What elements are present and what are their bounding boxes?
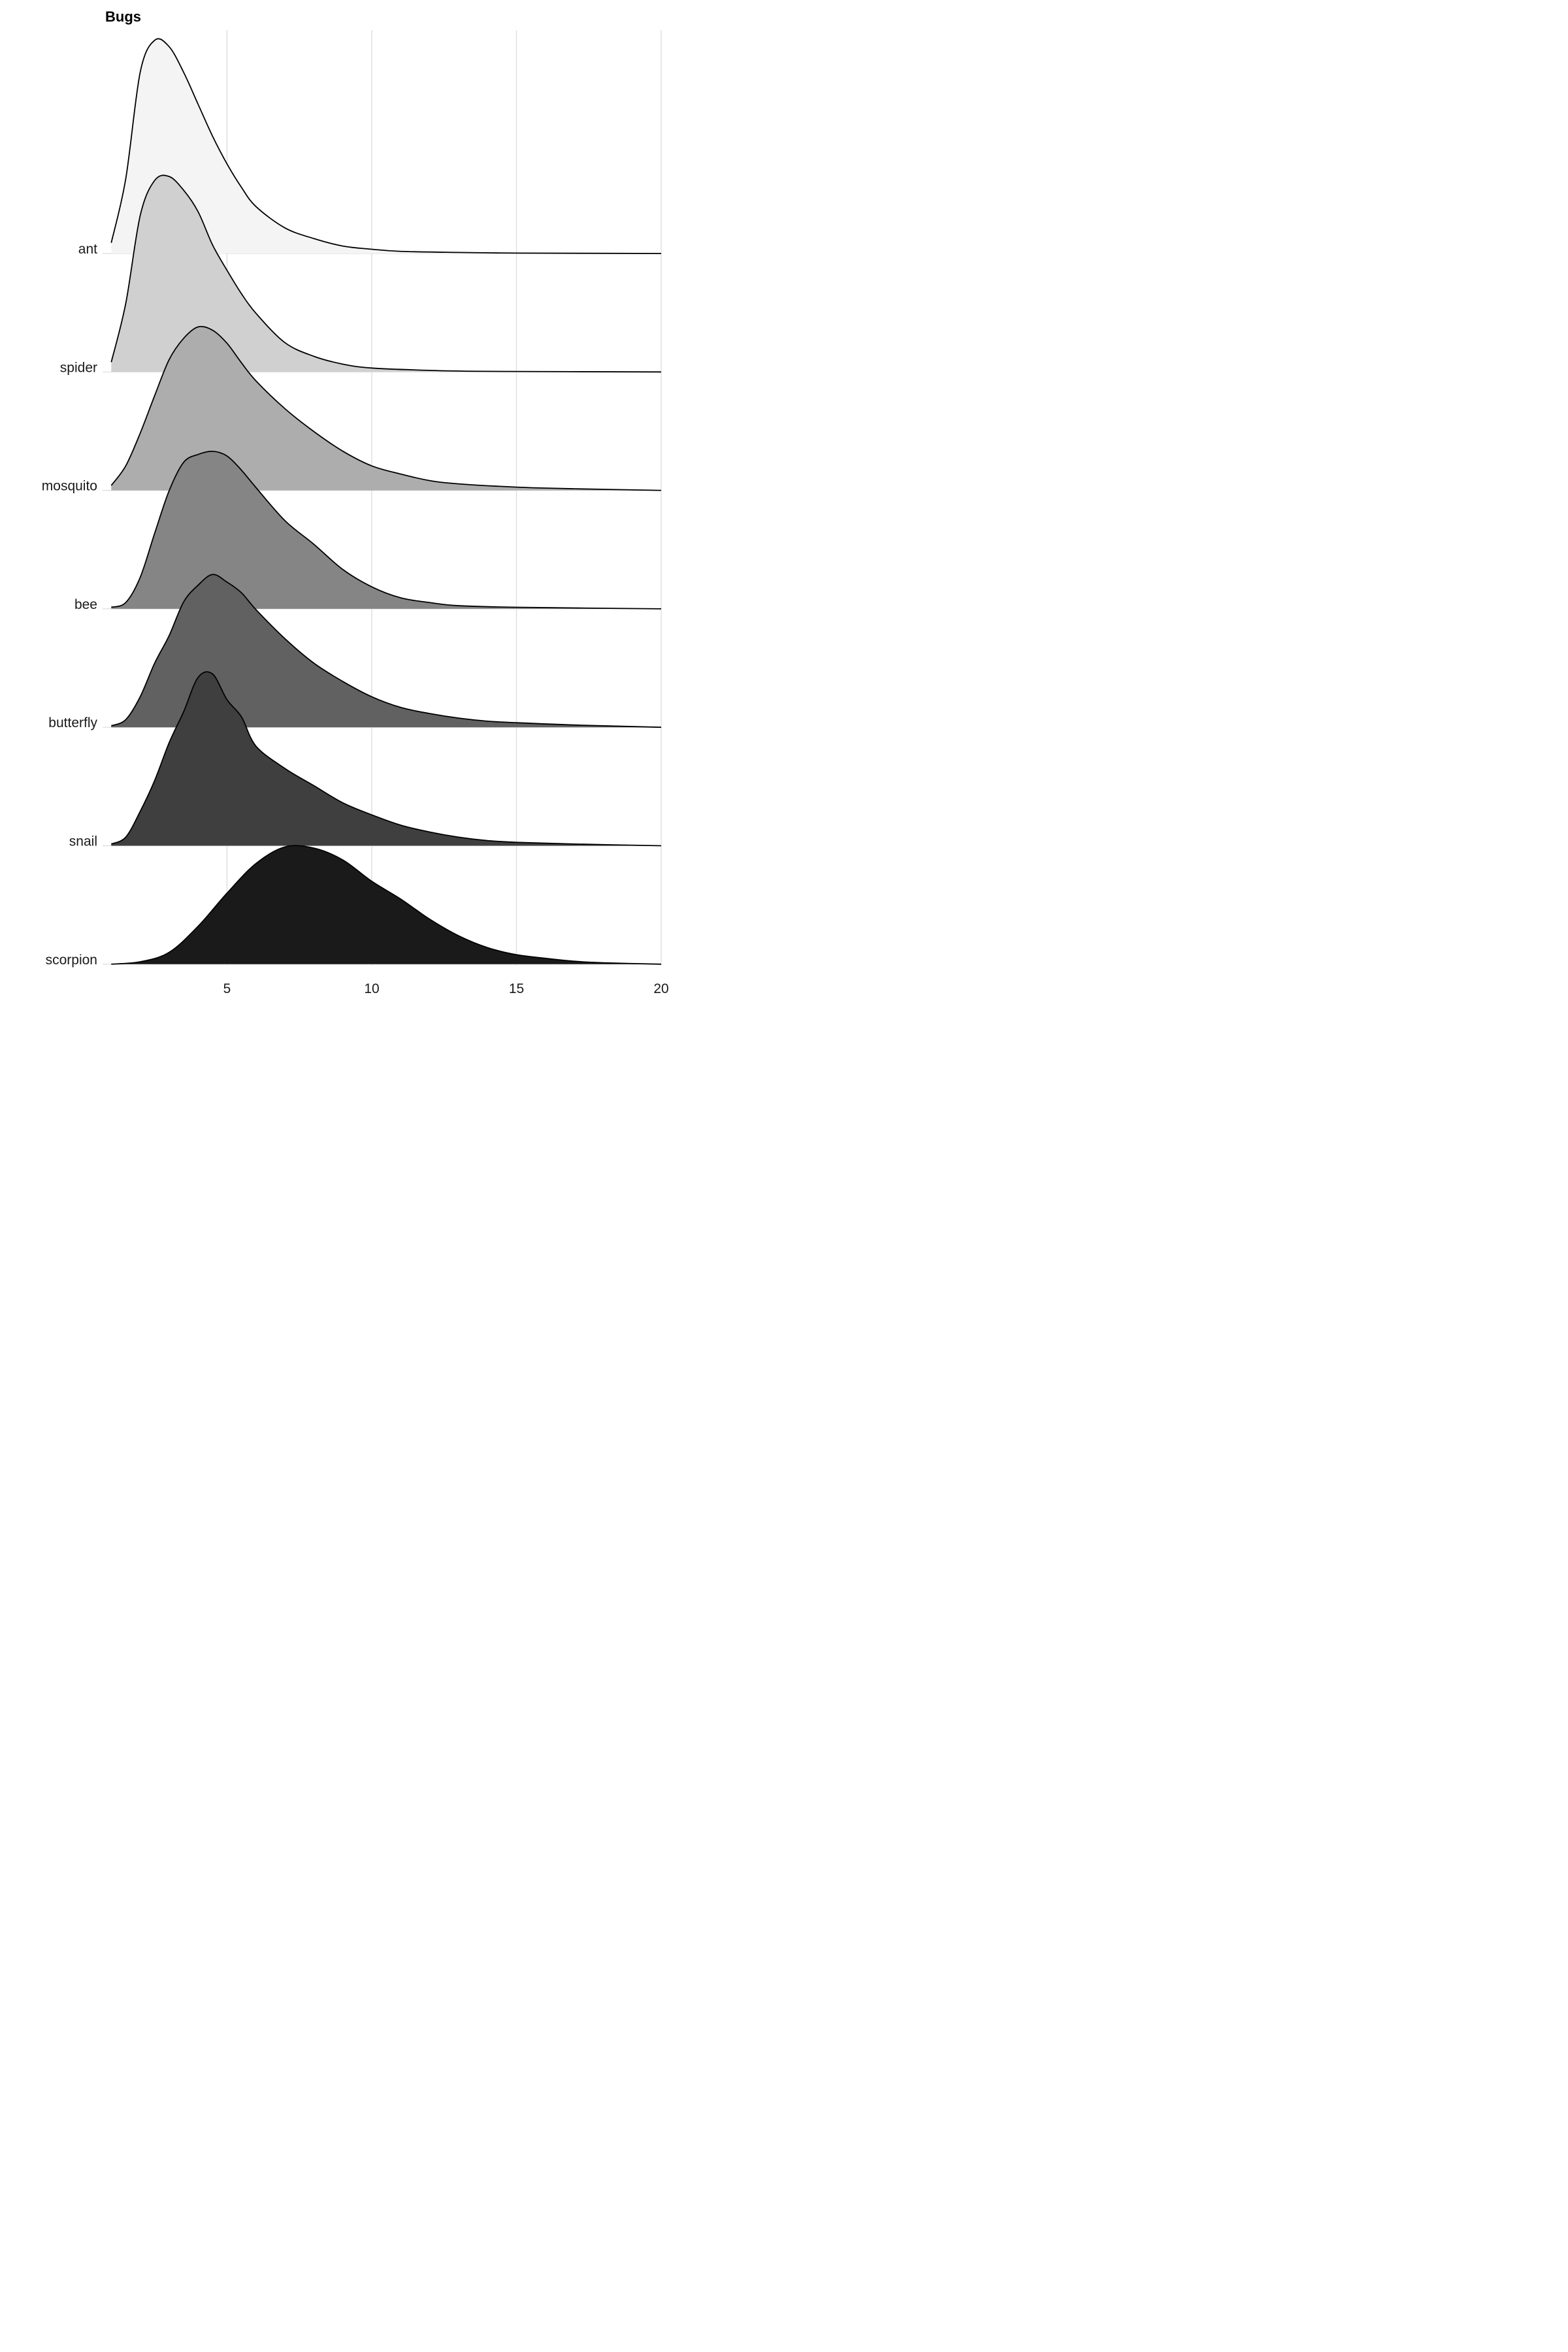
ridge-line-mosquito	[110, 325, 662, 491]
y-label-ant: ant	[78, 242, 97, 257]
y-label-snail: snail	[69, 834, 97, 849]
ridge-line-ant	[110, 38, 662, 254]
y-label-spider: spider	[60, 360, 97, 375]
ridge-area-snail	[111, 672, 662, 846]
y-label-butterfly: butterfly	[48, 715, 97, 730]
ridge-scorpion	[103, 845, 662, 965]
ridge-area-spider	[111, 175, 662, 372]
ridges	[103, 38, 662, 965]
chart-title: Bugs	[105, 8, 141, 25]
y-axis-labels: ant spider mosquito bee butterfly snail scorpi…	[42, 242, 98, 968]
x-tick-label-15: 15	[509, 981, 524, 996]
ridge-line-spider	[110, 174, 662, 373]
x-tick-label-5: 5	[223, 981, 231, 996]
ridge-area-butterfly	[111, 574, 662, 728]
ridge-line-scorpion	[111, 845, 662, 965]
x-tick-label-20: 20	[653, 981, 668, 996]
y-label-scorpion: scorpion	[46, 953, 97, 968]
ridge-area-scorpion	[111, 845, 662, 964]
ridge-line-bee	[111, 450, 662, 610]
ridge-line-butterfly	[110, 574, 662, 728]
ridge-line-snail	[110, 671, 662, 847]
ridgeline-chart: ant spider mosquito bee butterfly snail scorpi…	[42, 8, 669, 996]
ridge-area-ant	[111, 39, 662, 253]
ridge-snail	[103, 671, 662, 847]
ridge-area-mosquito	[111, 326, 662, 491]
y-label-bee: bee	[74, 597, 97, 612]
ridge-area-bee	[111, 451, 662, 609]
x-axis-labels: 5 10 15 20	[223, 981, 669, 996]
x-tick-label-10: 10	[364, 981, 379, 996]
y-label-mosquito: mosquito	[42, 479, 97, 494]
